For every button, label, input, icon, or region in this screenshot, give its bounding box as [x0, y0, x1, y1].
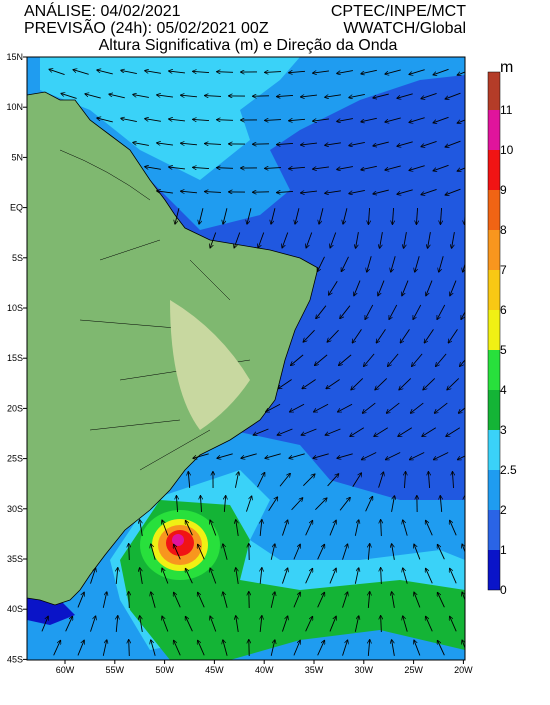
colorbar-label: 0: [500, 583, 507, 597]
map-area: [27, 57, 472, 660]
colorbar-label: 7: [500, 263, 507, 277]
wave-arrow: [217, 120, 233, 121]
lat-label: 15S: [7, 353, 23, 363]
lat-label: EQ: [10, 203, 23, 213]
colorbar-label: 9: [500, 183, 507, 197]
lat-label: 20S: [7, 403, 23, 413]
colorbar-label: 2.5: [500, 463, 517, 477]
lon-label: 40W: [255, 665, 274, 675]
colorbar-label: 11: [500, 103, 513, 117]
colorbar-segment: [488, 550, 500, 590]
lat-label: 35S: [7, 554, 23, 564]
colorbar-label: 10: [500, 143, 514, 157]
wave-arrow: [129, 640, 130, 656]
colorbar-segment: [488, 110, 500, 150]
source: CPTEC/INPE/MCT: [331, 3, 466, 20]
lat-label: 10N: [6, 102, 23, 112]
lat-label: 15N: [6, 52, 23, 62]
wave-arrow: [217, 168, 233, 169]
colorbar-label: 1: [500, 543, 507, 557]
colorbar-label: 4: [500, 383, 507, 397]
lon-label: 60W: [56, 665, 75, 675]
lon-label: 20W: [454, 665, 473, 675]
lat-label: 5N: [11, 152, 23, 162]
colorbar-segment: [488, 150, 500, 190]
lon-label: 45W: [205, 665, 224, 675]
colorbar: 0 1 2 2.5 3 4 5 6 7 8 9 10 11 m: [488, 59, 517, 597]
wave-arrow: [129, 544, 130, 560]
forecast-date: PREVISÃO (24h): 05/02/2021 00Z: [24, 17, 269, 37]
colorbar-segment: [488, 190, 500, 230]
lat-label: 5S: [12, 253, 23, 263]
colorbar-label: 6: [500, 303, 507, 317]
colorbar-segment: [488, 270, 500, 310]
colorbar-segment: [488, 470, 500, 510]
colorbar-unit: m: [500, 59, 513, 76]
wave-arrow: [217, 72, 233, 73]
colorbar-segment: [488, 230, 500, 270]
colorbar-label: 3: [500, 423, 507, 437]
lon-label: 50W: [155, 665, 174, 675]
colorbar-segment: [488, 350, 500, 390]
lon-label: 35W: [305, 665, 324, 675]
colorbar-segment: [488, 310, 500, 350]
lat-label: 10S: [7, 303, 23, 313]
lat-label: 40S: [7, 604, 23, 614]
model: WWATCH/Global: [343, 20, 466, 37]
colorbar-label: 2: [500, 503, 507, 517]
colorbar-label: 5: [500, 343, 507, 357]
colorbar-segment: [488, 430, 500, 470]
wave-field: [172, 534, 184, 546]
lat-label: 25S: [7, 454, 23, 464]
colorbar-segment: [488, 390, 500, 430]
lat-label: 45S: [7, 654, 23, 664]
map-title: Altura Significativa (m) e Direção da On…: [99, 37, 398, 54]
lon-label: 30W: [355, 665, 374, 675]
colorbar-segment: [488, 72, 500, 110]
colorbar-label: 8: [500, 223, 507, 237]
lat-label: 30S: [7, 504, 23, 514]
lon-label: 55W: [106, 665, 125, 675]
wave-arrow: [129, 592, 130, 608]
colorbar-segment: [488, 510, 500, 550]
lon-label: 25W: [404, 665, 423, 675]
analysis-date: ANÁLISE: 04/02/2021: [24, 1, 181, 20]
